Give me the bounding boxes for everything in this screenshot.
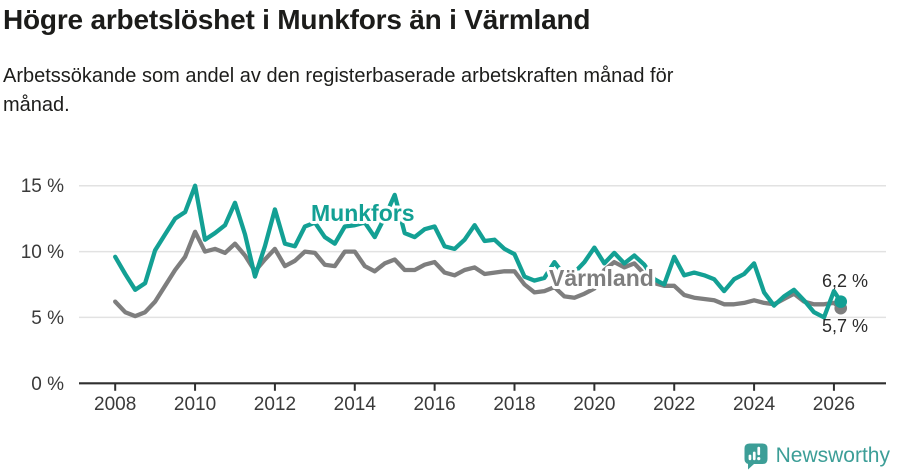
- end-dot-munkfors: [834, 295, 848, 308]
- newsworthy-logo: Newsworthy: [743, 441, 890, 471]
- chart-subtitle: Arbetssökande som andel av den registerb…: [3, 62, 883, 120]
- x-tick-label: 2016: [413, 394, 455, 415]
- data-line-värmland: [113, 229, 843, 319]
- x-tick-label: 2014: [334, 394, 377, 415]
- x-tick-label: 2026: [813, 394, 855, 415]
- newsworthy-logo-text: Newsworthy: [775, 444, 890, 467]
- x-tick-label: 2008: [94, 394, 136, 415]
- end-value-label-munkfors: 6,2 %: [822, 271, 868, 291]
- x-tick-label: 2022: [653, 394, 695, 415]
- newsworthy-logo-icon: [744, 443, 768, 470]
- chart-subtitle-line2: månad.: [3, 94, 70, 116]
- x-tick-label: 2024: [733, 394, 776, 415]
- data-line-munkfors: [113, 183, 843, 320]
- y-tick-label: 10 %: [21, 242, 64, 263]
- x-tick-label: 2012: [254, 394, 296, 415]
- x-tick-label: 2018: [493, 394, 535, 415]
- series-label-värmland: Värmland: [549, 265, 654, 291]
- chart-subtitle-line1: Arbetssökande som andel av den registerb…: [3, 65, 674, 87]
- x-tick-label: 2020: [573, 394, 615, 415]
- chart-title: Högre arbetslöshet i Munkfors än i Värml…: [3, 4, 591, 35]
- series-label-munkfors: Munkfors: [311, 200, 415, 226]
- y-tick-label: 5 %: [31, 308, 64, 329]
- y-tick-label: 15 %: [21, 176, 64, 197]
- x-tick-label: 2010: [174, 394, 216, 415]
- end-value-label-värmland: 5,7 %: [822, 316, 868, 336]
- y-tick-label: 0 %: [31, 374, 64, 395]
